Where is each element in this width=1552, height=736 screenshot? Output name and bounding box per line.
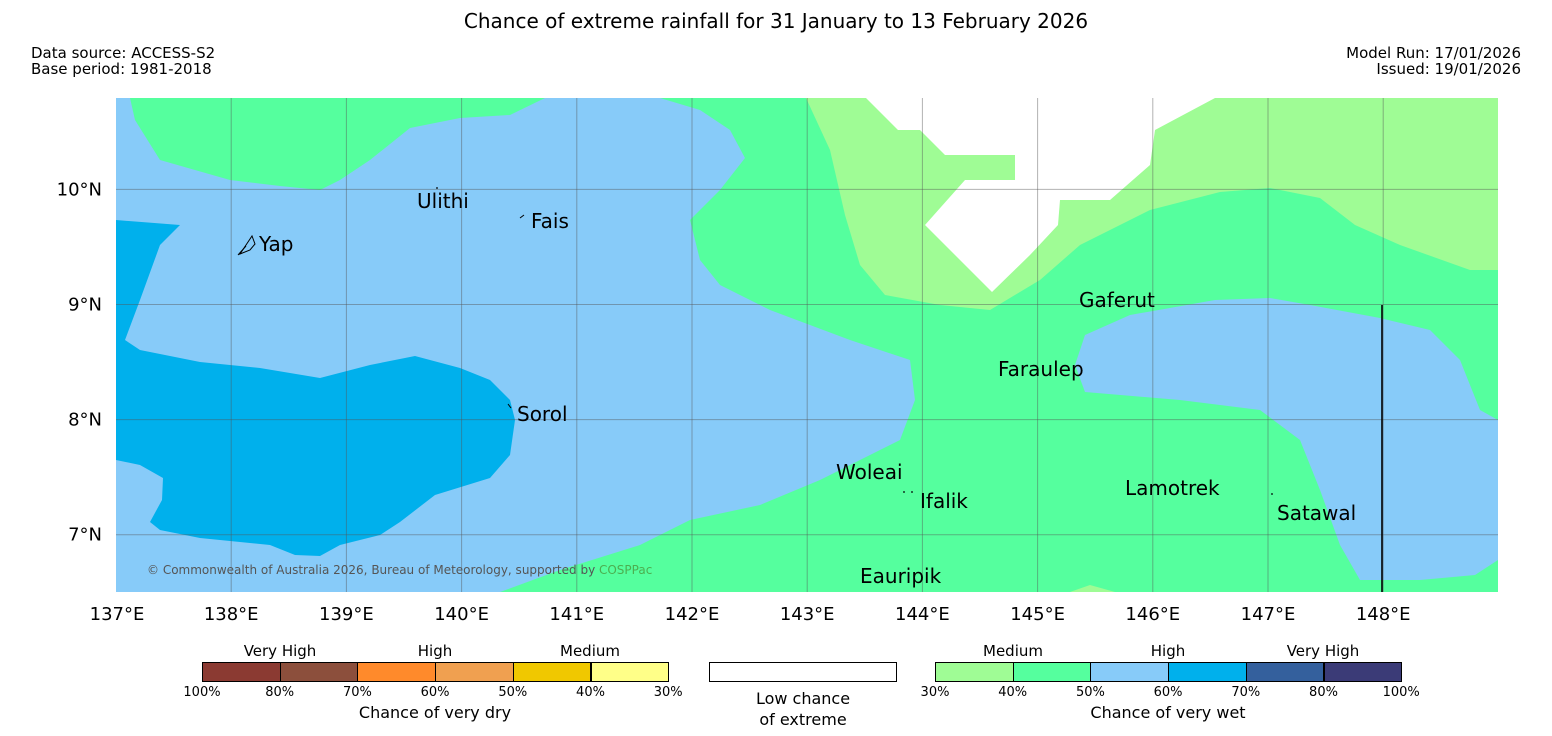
- longitude-tick-label: 148°E: [1356, 604, 1411, 625]
- dry-swatch: [280, 662, 359, 682]
- place-label-faraulep: Faraulep: [998, 357, 1084, 381]
- dry-tick-label: 60%: [405, 685, 465, 700]
- longitude-tick-label: 144°E: [895, 604, 950, 625]
- dry-tick-label: 70%: [327, 685, 387, 700]
- ifalik-island-marker: [911, 491, 913, 493]
- place-label-ifalik: Ifalik: [920, 489, 968, 513]
- place-label-sorol: Sorol: [517, 402, 568, 426]
- wet-tick-label: 30%: [905, 685, 965, 700]
- longitude-tick-label: 139°E: [319, 604, 374, 625]
- dry-group-medium: Medium: [530, 642, 650, 660]
- place-label-ulithi: Ulithi: [417, 189, 469, 213]
- longitude-tick-label: 142°E: [665, 604, 720, 625]
- wet-swatch: [1324, 662, 1403, 682]
- latitude-tick-label: 8°N: [68, 410, 102, 431]
- place-label-gaferut: Gaferut: [1079, 288, 1155, 312]
- low-caption-line2: of extreme: [703, 709, 903, 730]
- wet-swatch: [1090, 662, 1169, 682]
- longitude-tick-label: 141°E: [549, 604, 604, 625]
- dry-group-very-high: Very High: [220, 642, 340, 660]
- dry-swatch: [591, 662, 670, 682]
- dry-swatch: [435, 662, 514, 682]
- place-label-lamotrek: Lamotrek: [1125, 476, 1220, 500]
- dry-tick-label: 80%: [250, 685, 310, 700]
- wet-caption: Chance of very wet: [1033, 703, 1303, 722]
- longitude-tick-label: 147°E: [1241, 604, 1296, 625]
- dry-tick-label: 50%: [483, 685, 543, 700]
- place-label-fais: Fais: [531, 209, 569, 233]
- copyright-text: © Commonwealth of Australia 2026, Bureau…: [147, 563, 599, 577]
- place-label-eauripik: Eauripik: [860, 564, 942, 588]
- dry-swatch: [202, 662, 281, 682]
- latitude-tick-label: 9°N: [68, 295, 102, 316]
- longitude-tick-label: 138°E: [204, 604, 259, 625]
- place-label-woleai: Woleai: [836, 460, 903, 484]
- copyright-notice: © Commonwealth of Australia 2026, Bureau…: [147, 563, 652, 577]
- dry-tick-label: 30%: [638, 685, 698, 700]
- latitude-tick-label: 7°N: [68, 525, 102, 546]
- longitude-tick-label: 140°E: [434, 604, 489, 625]
- longitude-axis: 137°E 138°E 139°E 140°E 141°E 142°E 143°E 144°E…: [90, 604, 1411, 625]
- wet-group-very-high: Very High: [1263, 642, 1383, 660]
- dry-tick-label: 40%: [561, 685, 621, 700]
- longitude-tick-label: 145°E: [1010, 604, 1065, 625]
- low-caption-line1: Low chance: [703, 688, 903, 709]
- dry-swatch: [357, 662, 436, 682]
- longitude-tick-label: 146°E: [1125, 604, 1180, 625]
- longitude-tick-label: 137°E: [90, 604, 145, 625]
- longitude-tick-label: 143°E: [780, 604, 835, 625]
- low-chance-caption: Low chance of extreme: [703, 688, 903, 730]
- wet-tick-label: 70%: [1216, 685, 1276, 700]
- dry-group-high: High: [375, 642, 495, 660]
- dry-tick-label: 100%: [172, 685, 232, 700]
- dry-caption: Chance of very dry: [300, 703, 570, 722]
- wet-swatch: [1013, 662, 1092, 682]
- latitude-tick-label: 10°N: [57, 179, 102, 200]
- wet-swatch: [935, 662, 1014, 682]
- wet-tick-label: 40%: [983, 685, 1043, 700]
- wet-tick-label: 80%: [1294, 685, 1354, 700]
- cosppac-link[interactable]: COSPPac: [599, 563, 652, 577]
- latitude-axis: 7°N 8°N 9°N 10°N: [57, 179, 102, 545]
- dry-swatch: [513, 662, 592, 682]
- wet-tick-label: 50%: [1060, 685, 1120, 700]
- wet-swatch: [1168, 662, 1247, 682]
- wet-tick-label: 60%: [1138, 685, 1198, 700]
- wet-group-high: High: [1108, 642, 1228, 660]
- wet-tick-label: 100%: [1371, 685, 1431, 700]
- woleai-island-marker: [903, 491, 905, 493]
- place-label-satawal: Satawal: [1277, 501, 1356, 525]
- low-chance-swatch: [709, 662, 897, 682]
- place-label-yap: Yap: [258, 232, 293, 256]
- wet-swatch: [1246, 662, 1325, 682]
- satawal-island-marker: [1271, 493, 1273, 495]
- wet-group-medium: Medium: [953, 642, 1073, 660]
